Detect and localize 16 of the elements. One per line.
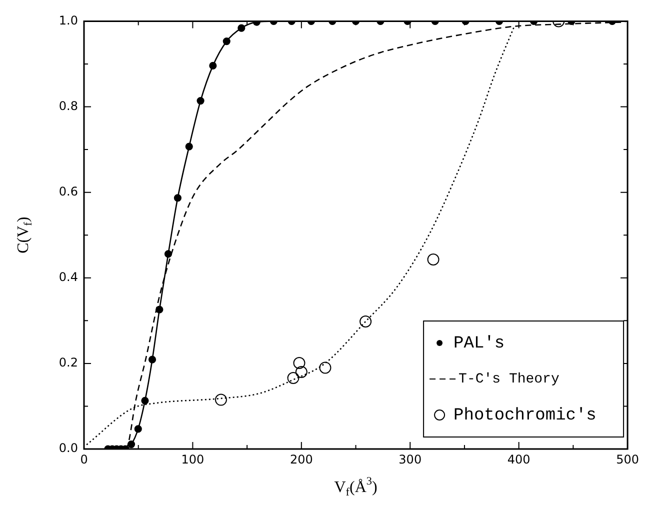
x-tick-label: 500	[616, 452, 639, 466]
y-tick-label: 0.4	[58, 270, 78, 284]
legend-label: Photochromic's	[454, 406, 596, 426]
x-tick-label: 300	[398, 452, 422, 466]
legend-label: PAL's	[454, 334, 505, 354]
x-tick-label: 100	[181, 452, 204, 466]
y-tick-label: 0.8	[58, 98, 78, 113]
y-tick-label: 0.6	[58, 184, 78, 198]
x-tick-label: 200	[290, 452, 313, 466]
text: 1.0	[58, 13, 78, 28]
y-tick-label: 0.2	[58, 356, 78, 370]
legend-label: T-C's Theory	[458, 372, 560, 388]
x-tick-label: 400	[507, 452, 530, 466]
text: 0.0	[58, 441, 78, 456]
x-tick-label: 0	[80, 452, 88, 466]
y-axis-title: C(Vf)	[15, 216, 35, 254]
